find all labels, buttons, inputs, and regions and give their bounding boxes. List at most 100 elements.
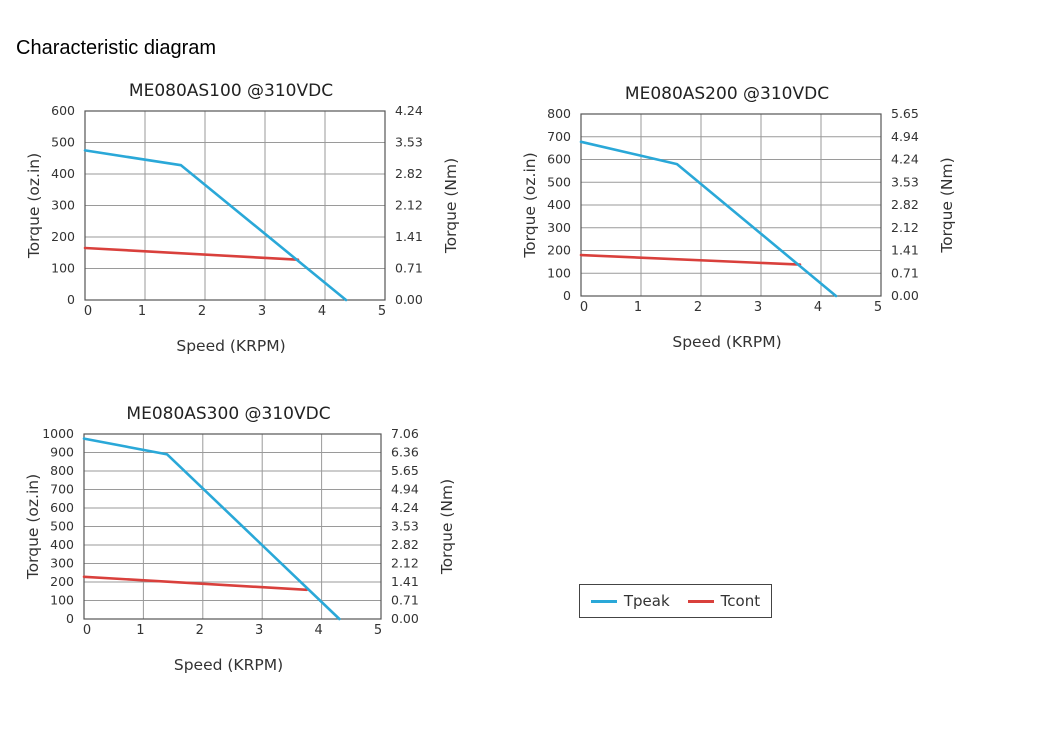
y2-tick-label: 0.71 [891, 265, 919, 280]
y-tick-label: 0 [563, 288, 571, 303]
y-tick-label: 500 [547, 174, 571, 189]
y-tick-label: 900 [50, 445, 74, 460]
y-tick-label: 400 [50, 537, 74, 552]
series-line-tcont [579, 253, 802, 266]
x-tick-label: 2 [196, 623, 204, 638]
y2-tick-label: 4.94 [391, 482, 419, 497]
y-tick-label: 400 [51, 166, 75, 181]
y2-tick-label: 1.41 [391, 574, 419, 589]
x-tick-label: 2 [198, 304, 206, 319]
x-tick-label: 5 [874, 300, 882, 315]
series-line-tpeak [579, 140, 838, 298]
y2-axis-label: Torque (Nm) [938, 157, 956, 253]
y-tick-label: 800 [547, 106, 571, 121]
y2-tick-label: 4.24 [391, 500, 419, 515]
y2-tick-label: 4.24 [891, 152, 919, 167]
y2-tick-label: 2.12 [891, 220, 919, 235]
y-tick-label: 200 [51, 229, 75, 244]
y2-tick-label: 4.24 [395, 103, 423, 118]
plot-frame [84, 110, 386, 301]
x-tick-label: 4 [314, 623, 322, 638]
legend-entry-tpeak: Tpeak [590, 592, 670, 610]
y2-tick-label: 7.06 [391, 426, 419, 441]
y-tick-label: 700 [547, 129, 571, 144]
x-tick-label: 2 [694, 300, 702, 315]
x-tick-label: 1 [138, 304, 146, 319]
chart-title: ME080AS200 @310VDC [625, 84, 829, 104]
y-tick-label: 600 [50, 500, 74, 515]
chart-legend: Tpeak Tcont [579, 584, 772, 618]
y-tick-label: 500 [51, 135, 75, 150]
x-axis-label: Speed (KRPM) [176, 337, 285, 355]
y-axis-label: Torque (oz.in) [24, 474, 42, 580]
page-title: Characteristic diagram [16, 37, 217, 59]
y-tick-label: 800 [50, 463, 74, 478]
y-tick-label: 0 [67, 292, 75, 307]
y-tick-label: 200 [547, 243, 571, 258]
y2-tick-label: 2.12 [391, 556, 419, 571]
x-tick-label: 4 [318, 304, 326, 319]
x-tick-label: 4 [814, 300, 822, 315]
y2-tick-label: 5.65 [891, 106, 919, 121]
plot-frame [83, 433, 382, 620]
y2-tick-label: 2.82 [395, 166, 423, 181]
x-tick-label: 0 [84, 304, 92, 319]
x-tick-label: 3 [255, 623, 263, 638]
y-tick-label: 100 [51, 261, 75, 276]
y2-axis-label: Torque (Nm) [438, 479, 456, 575]
y2-tick-label: 0.00 [891, 288, 919, 303]
x-tick-label: 5 [374, 623, 382, 638]
y2-tick-label: 6.36 [391, 445, 419, 460]
y-tick-label: 300 [547, 220, 571, 235]
y-tick-label: 200 [50, 574, 74, 589]
x-tick-label: 3 [754, 300, 762, 315]
y-tick-label: 500 [50, 519, 74, 534]
y2-tick-label: 4.94 [891, 129, 919, 144]
legend-label-tpeak: Tpeak [623, 592, 670, 610]
y-tick-label: 100 [547, 265, 571, 280]
y2-tick-label: 0.00 [395, 292, 423, 307]
y2-tick-label: 0.71 [395, 261, 423, 276]
x-tick-label: 5 [378, 304, 386, 319]
plot-frame [580, 113, 882, 297]
series-line-tpeak [82, 437, 341, 621]
y-tick-label: 300 [51, 198, 75, 213]
x-tick-label: 0 [580, 300, 588, 315]
x-tick-label: 1 [634, 300, 642, 315]
series-line-tpeak [83, 149, 348, 302]
y-axis-label: Torque (oz.in) [521, 152, 539, 258]
x-tick-label: 1 [136, 623, 144, 638]
y2-tick-label: 2.82 [891, 197, 919, 212]
y2-tick-label: 3.53 [395, 135, 423, 150]
y-tick-label: 700 [50, 482, 74, 497]
y-tick-label: 400 [547, 197, 571, 212]
legend-swatch-tpeak [590, 599, 617, 603]
legend-entry-tcont: Tcont [687, 592, 761, 610]
y2-tick-label: 1.41 [891, 243, 919, 258]
series-line-tcont [82, 575, 309, 592]
y-tick-label: 1000 [42, 426, 74, 441]
y-tick-label: 100 [50, 593, 74, 608]
y-tick-label: 600 [547, 152, 571, 167]
y-tick-label: 0 [66, 611, 74, 626]
y2-tick-label: 2.12 [395, 198, 423, 213]
y2-tick-label: 0.00 [391, 611, 419, 626]
y2-tick-label: 2.82 [391, 537, 419, 552]
y2-axis-label: Torque (Nm) [442, 158, 460, 254]
x-axis-label: Speed (KRPM) [174, 656, 283, 674]
y-tick-label: 600 [51, 103, 75, 118]
y-axis-label: Torque (oz.in) [25, 153, 43, 259]
chart-title: ME080AS100 @310VDC [129, 81, 333, 101]
y2-tick-label: 3.53 [391, 519, 419, 534]
y2-tick-label: 5.65 [391, 463, 419, 478]
y2-tick-label: 3.53 [891, 174, 919, 189]
legend-label-tcont: Tcont [720, 592, 761, 610]
x-tick-label: 3 [258, 304, 266, 319]
x-tick-label: 0 [83, 623, 91, 638]
chart-title: ME080AS300 @310VDC [126, 404, 330, 424]
legend-swatch-tcont [687, 599, 714, 603]
y2-tick-label: 1.41 [395, 229, 423, 244]
